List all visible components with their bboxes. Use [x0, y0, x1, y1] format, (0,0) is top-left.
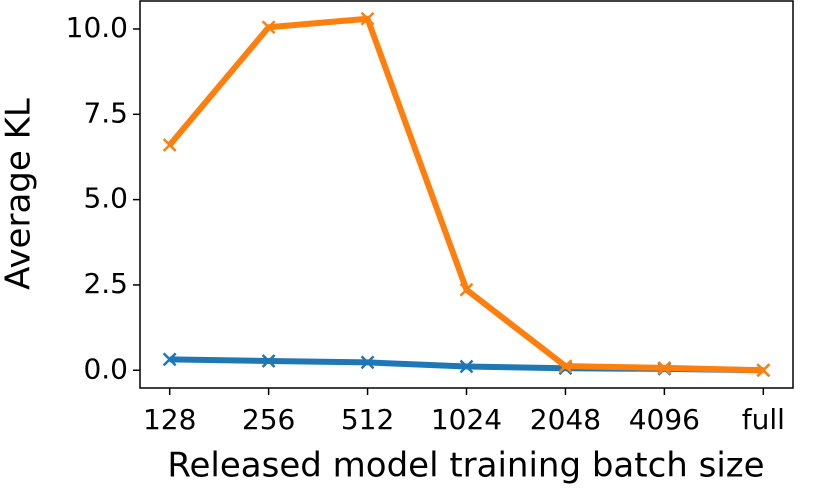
x-tick-label: 128 [143, 403, 196, 436]
y-tick-label: 5.0 [83, 182, 128, 215]
x-tick-label: full [742, 403, 785, 436]
point-marker [459, 359, 474, 374]
x-tick-label: 256 [242, 403, 295, 436]
series-line [167, 15, 764, 374]
y-tick-label: 2.5 [83, 267, 128, 300]
y-tick-label: 7.5 [83, 96, 128, 129]
y-axis-label: Average KL [0, 98, 39, 290]
point-marker [756, 363, 771, 378]
point-marker [360, 11, 375, 26]
x-axis-label: Released model training batch size [167, 446, 764, 486]
point-marker [558, 359, 573, 374]
x-tick-label: 1024 [431, 403, 502, 436]
x-tick-label: 2048 [530, 403, 601, 436]
point-marker [162, 138, 177, 152]
point-marker [657, 360, 672, 375]
point-marker [261, 20, 276, 35]
y-tick-label: 10.0 [66, 11, 128, 44]
x-tick-label: 4096 [629, 403, 700, 436]
x-tick-label: 512 [341, 403, 394, 436]
y-tick-label: 0.0 [83, 352, 128, 385]
point-marker [459, 282, 474, 297]
point-marker [261, 354, 276, 368]
point-marker [360, 355, 375, 370]
plot-frame [139, 0, 794, 389]
point-marker [162, 352, 177, 367]
